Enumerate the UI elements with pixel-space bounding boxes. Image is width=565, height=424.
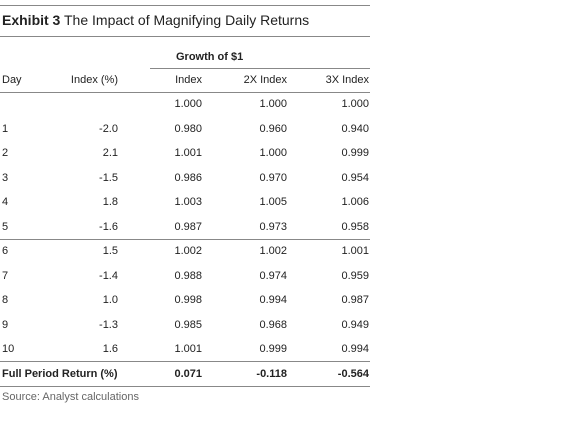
cell: 10 xyxy=(2,343,15,355)
cell: 3 xyxy=(2,171,9,184)
title: Exhibit 3 The Impact of Magnifying Daily… xyxy=(2,12,309,28)
cell: 0.980 xyxy=(174,122,202,135)
cell: 1.005 xyxy=(259,196,287,208)
cell: 0.998 xyxy=(174,294,202,306)
cell: 0.970 xyxy=(259,171,287,184)
column-header: 3X Index xyxy=(325,74,369,86)
total-cell: -0.564 xyxy=(337,368,369,380)
cell: 0.959 xyxy=(341,269,369,282)
cell: 1.000 xyxy=(174,98,202,110)
group-header: Growth of $1 xyxy=(176,51,244,63)
total-cell: Full Period Return (%) xyxy=(2,368,118,380)
cell: 0.986 xyxy=(174,171,202,184)
title-rule xyxy=(0,36,370,37)
bottom-rule xyxy=(0,386,370,387)
total-cell: 0.071 xyxy=(174,368,202,380)
total-rule xyxy=(0,361,370,362)
cell: 1.003 xyxy=(174,196,202,208)
title-label: Exhibit 3 xyxy=(2,12,61,28)
column-header: Day xyxy=(2,74,22,86)
top-rule xyxy=(0,5,370,6)
title-text: The Impact of Magnifying Daily Returns xyxy=(64,12,310,28)
mid-rule xyxy=(0,239,370,240)
cell: 0.968 xyxy=(259,318,287,331)
group-rule xyxy=(150,68,370,69)
cell: 0.988 xyxy=(174,269,202,282)
cell: 2 xyxy=(2,147,9,159)
source: Source: Analyst calculations xyxy=(2,391,139,403)
cell: 1.5 xyxy=(102,245,118,257)
cell: 0.954 xyxy=(341,171,369,184)
cell: 0.999 xyxy=(259,343,287,355)
cell: 0.999 xyxy=(341,147,369,159)
total-cell: -0.118 xyxy=(256,368,287,380)
cell: -1.4 xyxy=(99,269,118,282)
cell: 0.940 xyxy=(341,122,369,135)
cell: 0.974 xyxy=(259,269,287,282)
cell: -2.0 xyxy=(99,122,118,135)
cell: -1.5 xyxy=(99,171,118,184)
column-header: Index (%) xyxy=(70,74,118,86)
cell: 0.960 xyxy=(259,122,287,135)
cell: 1.6 xyxy=(102,343,118,355)
cell: 8 xyxy=(2,294,9,306)
column-header: 2X Index xyxy=(243,74,287,86)
cell: 0.994 xyxy=(259,294,287,306)
cell: 1.000 xyxy=(259,147,287,159)
cell: 1.002 xyxy=(174,245,202,257)
cell: 0.987 xyxy=(341,294,369,306)
cell: 7 xyxy=(2,269,9,282)
cell: -1.6 xyxy=(99,220,118,233)
cell: 0.973 xyxy=(259,220,287,233)
cell: 1.0 xyxy=(102,294,118,306)
cell: 1.001 xyxy=(174,343,202,355)
cell: 9 xyxy=(2,318,9,331)
cell: 1 xyxy=(2,122,9,135)
cell: 1.001 xyxy=(174,147,202,159)
cell: 1.8 xyxy=(102,196,118,208)
cell: 0.949 xyxy=(341,318,369,331)
cell: 1.000 xyxy=(341,98,369,110)
cell: 0.987 xyxy=(174,220,202,233)
cell: 2.1 xyxy=(102,147,118,159)
cell: 1.001 xyxy=(341,245,369,257)
cell: 0.994 xyxy=(341,343,369,355)
cell: -1.3 xyxy=(99,318,118,331)
cell: 0.985 xyxy=(174,318,202,331)
cell: 4 xyxy=(2,196,9,208)
cell: 1.002 xyxy=(259,245,287,257)
header-rule xyxy=(0,92,370,93)
cell: 1.000 xyxy=(259,98,287,110)
cell: 1.006 xyxy=(341,196,369,208)
cell: 5 xyxy=(2,220,9,233)
cell: 6 xyxy=(2,245,9,257)
cell: 0.958 xyxy=(341,220,369,233)
column-header: Index xyxy=(175,74,202,86)
